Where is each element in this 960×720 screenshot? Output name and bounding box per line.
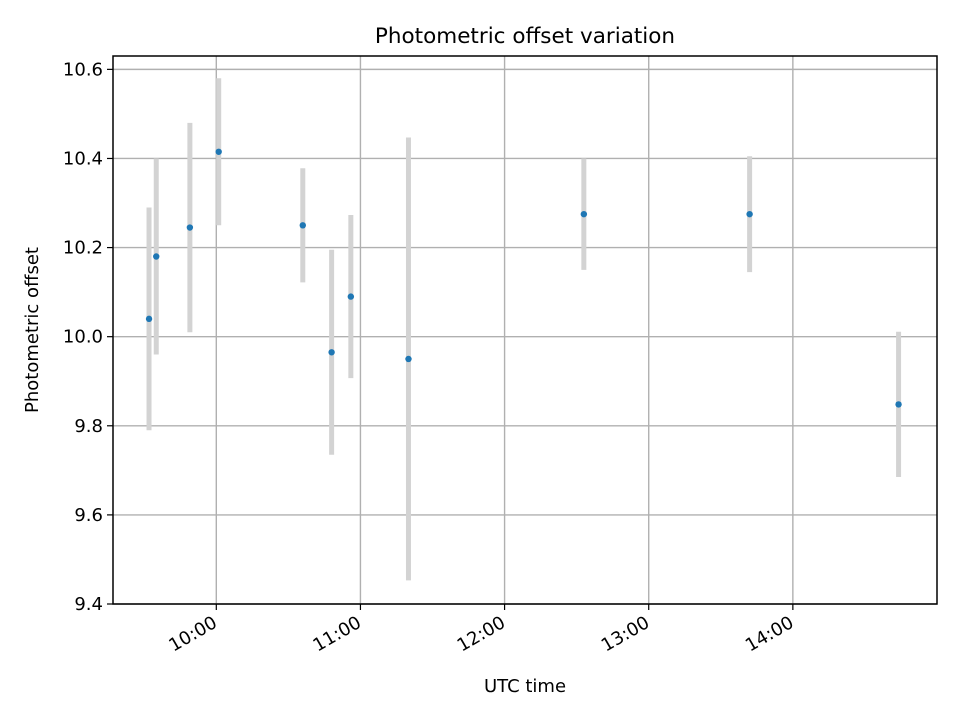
plot-frame [112, 55, 938, 605]
y-tick-label: 10.0 [63, 327, 103, 348]
y-axis-label: Photometric offset [22, 247, 43, 413]
data-points [145, 148, 902, 408]
data-point [405, 355, 412, 363]
y-tick-label: 10.6 [63, 59, 103, 80]
data-point [153, 253, 160, 260]
chart-title: Photometric offset variation [375, 24, 675, 49]
y-tick-label: 10.4 [63, 148, 103, 169]
data-point [895, 401, 902, 408]
y-tick-label: 9.8 [74, 416, 103, 437]
data-point [299, 222, 306, 229]
x-tick-label: 14:00 [742, 612, 797, 656]
x-tick-label: 11:00 [310, 612, 365, 656]
data-point [215, 148, 222, 155]
data-point [347, 293, 355, 300]
data-point [580, 210, 588, 218]
data-point [746, 210, 753, 218]
x-tick-label: 13:00 [598, 612, 653, 656]
y-tick-label: 10.2 [63, 238, 103, 259]
error-bars [146, 78, 902, 581]
x-axis-label: UTC time [484, 676, 566, 697]
data-point [328, 349, 335, 356]
grid [113, 56, 937, 605]
y-axis: 9.4 9.6 9.8 10.0 10.2 10.4 10.6 [63, 59, 113, 615]
y-tick-label: 9.4 [74, 594, 103, 615]
x-tick-label: 12:00 [454, 612, 509, 656]
data-point [145, 315, 153, 323]
data-point [186, 224, 194, 231]
x-axis: 10:00 11:00 12:00 13:00 14:00 [165, 604, 797, 656]
y-tick-label: 9.6 [74, 505, 103, 526]
x-tick-label: 10:00 [165, 612, 220, 656]
